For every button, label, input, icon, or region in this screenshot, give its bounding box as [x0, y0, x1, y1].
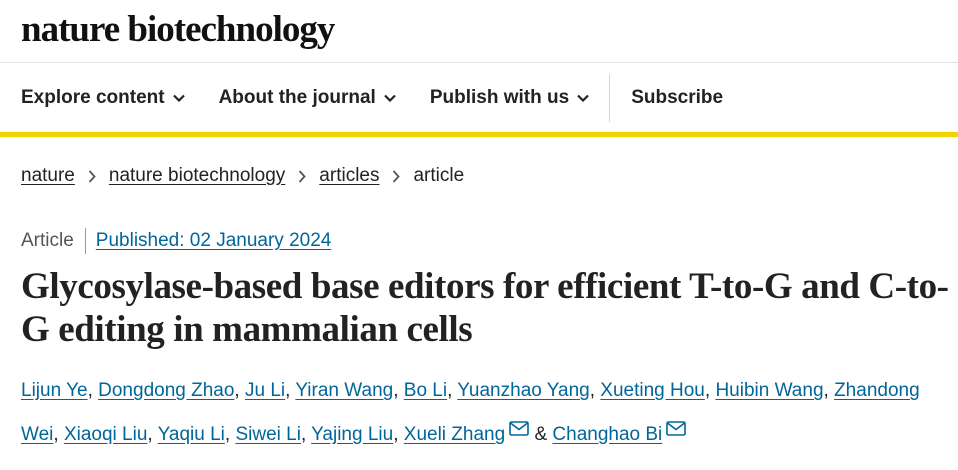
author-link[interactable]: Zhandong Wei [21, 380, 920, 445]
author-separator: , [393, 424, 404, 445]
author-link[interactable]: Xueting Hou [600, 380, 705, 401]
breadcrumb-nature-biotechnology[interactable]: nature biotechnology [108, 165, 286, 186]
author-separator: , [53, 424, 64, 445]
breadcrumb-current: article [413, 165, 465, 186]
author-link[interactable]: Changhao Bi [552, 424, 663, 445]
chevron-down-icon [577, 94, 589, 102]
author-item: Changhao Bi [552, 421, 687, 445]
article-meta: Article Published: 02 January 2024 [0, 227, 958, 255]
article-title: Glycosylase-based base editors for effic… [21, 266, 949, 350]
author-item: Ju Li [245, 380, 285, 401]
author-link[interactable]: Lijun Ye [21, 380, 88, 401]
author-item: Huibin Wang [715, 380, 823, 401]
masthead: nature biotechnology [0, 0, 958, 63]
author-item: Lijun Ye [21, 380, 88, 401]
envelope-icon[interactable] [666, 411, 687, 451]
author-link[interactable]: Xiaoqi Liu [63, 424, 148, 445]
author-link[interactable]: Huibin Wang [715, 380, 824, 401]
breadcrumb: nature nature biotechnology articles art… [0, 162, 958, 190]
chevron-right-icon [88, 169, 96, 183]
subscribe-button[interactable]: Subscribe [631, 87, 723, 109]
author-item: Yiran Wang [295, 380, 393, 401]
nav-publish-with-us[interactable]: Publish with us [430, 87, 589, 109]
author-link[interactable]: Yiran Wang [295, 380, 394, 401]
author-item: Siwei Li [235, 424, 300, 445]
author-separator: & [529, 424, 553, 445]
journal-logo[interactable]: nature biotechnology [21, 8, 335, 50]
author-link[interactable]: Bo Li [403, 380, 448, 401]
author-item: Zhandong Wei [21, 380, 920, 445]
author-item: Yuanzhao Yang [457, 380, 589, 401]
author-item: Dongdong Zhao [98, 380, 234, 401]
chevron-right-icon [392, 169, 401, 183]
author-link[interactable]: Ju Li [244, 380, 286, 401]
nav-item-label: About the journal [218, 86, 376, 108]
meta-divider [84, 228, 86, 254]
author-list: Lijun Ye, Dongdong Zhao, Ju Li, Yiran Wa… [21, 371, 951, 455]
author-item: Xueli Zhang [403, 421, 529, 445]
author-separator: , [147, 424, 158, 445]
author-item: Yajing Liu [311, 424, 393, 445]
author-link[interactable]: Yuanzhao Yang [457, 380, 590, 401]
subscribe-label: Subscribe [631, 86, 724, 108]
nav-about-the-journal[interactable]: About the journal [219, 87, 396, 109]
main-nav: Explore content About the journal Publis… [0, 63, 958, 137]
author-separator: , [300, 424, 312, 445]
author-separator: , [234, 380, 245, 401]
author-link[interactable]: Dongdong Zhao [98, 380, 235, 401]
author-link[interactable]: Siwei Li [235, 424, 301, 445]
chevron-down-icon [384, 94, 396, 102]
author-separator: , [447, 380, 458, 401]
nav-divider [609, 73, 611, 122]
nav-item-label: Publish with us [429, 86, 570, 108]
article-type: Article [21, 230, 74, 251]
author-separator: , [224, 424, 236, 445]
published-date-link[interactable]: Published: 02 January 2024 [95, 230, 332, 251]
author-separator: , [823, 380, 835, 401]
author-item: Xueting Hou [600, 380, 705, 401]
author-separator: , [285, 380, 296, 401]
author-link[interactable]: Yajing Liu [311, 424, 394, 445]
breadcrumb-articles[interactable]: articles [319, 165, 380, 186]
chevron-right-icon [298, 169, 307, 183]
nav-item-label: Explore content [21, 86, 165, 108]
author-separator: , [87, 380, 99, 401]
nav-explore-content[interactable]: Explore content [21, 87, 185, 109]
author-item: Yaqiu Li [158, 424, 225, 445]
author-separator: , [589, 380, 601, 401]
author-link[interactable]: Yaqiu Li [157, 424, 225, 445]
envelope-icon[interactable] [509, 411, 529, 451]
author-item: Bo Li [404, 380, 447, 401]
chevron-down-icon [172, 94, 185, 102]
author-link[interactable]: Xueli Zhang [403, 424, 506, 445]
author-item: Xiaoqi Liu [64, 424, 147, 445]
author-separator: , [393, 380, 404, 401]
breadcrumb-nature[interactable]: nature [21, 165, 75, 186]
author-separator: , [704, 380, 716, 401]
